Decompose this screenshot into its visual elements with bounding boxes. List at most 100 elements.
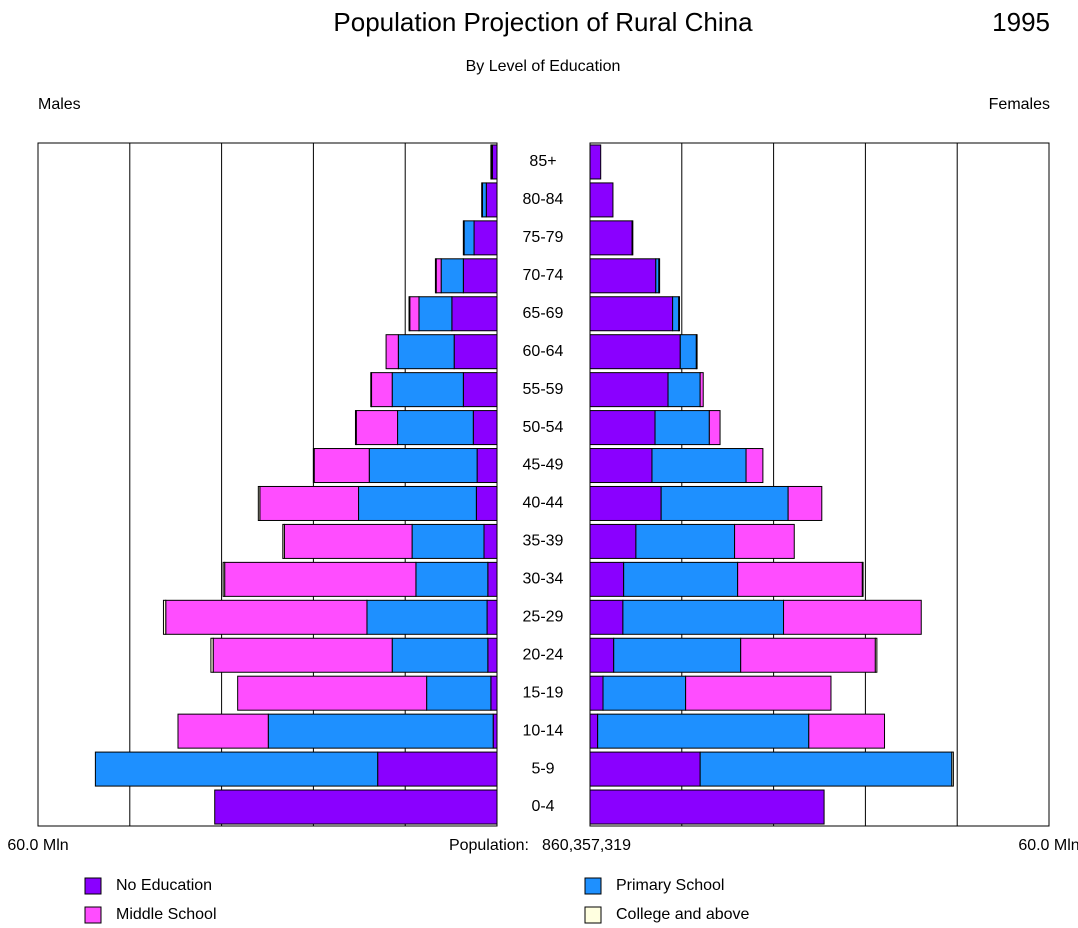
bar-segment [415, 561, 489, 597]
bar-segment [635, 523, 736, 559]
side-label: Females [989, 96, 1050, 113]
category-label: 50-54 [523, 419, 564, 436]
bar-segment [487, 561, 498, 597]
bar-segment [391, 372, 464, 408]
bar-segment [787, 485, 823, 521]
bar-segment [622, 599, 785, 635]
bar-segment [165, 599, 368, 635]
legend-swatch [584, 906, 602, 924]
bar-segment [267, 713, 494, 749]
bar-segment [808, 713, 886, 749]
category-label: 15-19 [523, 684, 564, 701]
bar-segment [355, 410, 399, 446]
bar-segment [613, 637, 742, 673]
plot-frame [589, 142, 1050, 827]
bar-segment [699, 372, 704, 408]
bar-segment [672, 296, 680, 332]
bar-segment [481, 182, 487, 218]
bar-segment [94, 751, 379, 787]
bar-segment [435, 258, 442, 294]
bar-segment [358, 485, 477, 521]
category-label: 45-49 [523, 457, 564, 474]
category-label: 70-74 [523, 267, 564, 284]
bar-segment [708, 410, 721, 446]
chart-title: Population Projection of Rural China [333, 7, 753, 37]
bar-segment [589, 258, 657, 294]
bar-segment [485, 182, 498, 218]
bar-segment [368, 448, 478, 484]
bar-segment [589, 220, 633, 256]
bar-segment [162, 599, 167, 635]
category-label: 85+ [529, 153, 556, 170]
bar-segment [745, 448, 764, 484]
bar-segment [476, 448, 498, 484]
bar-segment [397, 334, 455, 370]
category-label: 5-9 [531, 760, 554, 777]
bar-segment [490, 144, 493, 180]
legend-label: Primary School [616, 877, 724, 894]
x-tick-label: 60.0 Mln [7, 837, 68, 854]
bar-segment [472, 410, 498, 446]
legend-swatch [584, 877, 602, 895]
bar-segment [453, 334, 498, 370]
bar-segment [418, 296, 453, 332]
legend-label: Middle School [116, 906, 217, 923]
bar-segment [214, 789, 498, 825]
bar-segment [491, 144, 498, 180]
bar-segment [699, 751, 953, 787]
category-label: 55-59 [523, 381, 564, 398]
bar-segment [411, 523, 485, 559]
bar-segment [589, 561, 625, 597]
bar-segment [451, 296, 498, 332]
x-tick-label: 60.0 Mln [1018, 837, 1078, 854]
bar-segment [631, 220, 634, 256]
bar-segment [740, 637, 876, 673]
bar-segment [487, 637, 498, 673]
legend-swatch [84, 906, 102, 924]
bar-segment [177, 713, 269, 749]
bar-segment [440, 258, 464, 294]
bar-segment [654, 410, 710, 446]
bar-segment [492, 713, 498, 749]
bar-segment [224, 561, 417, 597]
bar-segment [589, 296, 674, 332]
category-label: 10-14 [523, 722, 564, 739]
bar-segment [589, 789, 825, 825]
bar-segment [589, 713, 599, 749]
bar-segment [667, 372, 701, 408]
bar-segment [737, 561, 863, 597]
bar-segment [679, 334, 697, 370]
bar-segment [734, 523, 795, 559]
bar-segment [589, 485, 662, 521]
bar-segment [651, 448, 747, 484]
bar-segment [391, 637, 489, 673]
category-label: 30-34 [523, 571, 564, 588]
bar-segment [366, 599, 488, 635]
bar-segment [210, 637, 214, 673]
bar-segment [354, 410, 357, 446]
category-label: 20-24 [523, 646, 564, 663]
bar-segment [685, 675, 832, 711]
bar-segment [589, 637, 615, 673]
bar-segment [409, 296, 420, 332]
bar-segment [257, 485, 261, 521]
category-label: 35-39 [523, 533, 564, 550]
bar-segment [861, 561, 864, 597]
category-label: 80-84 [523, 191, 564, 208]
bar-segment [283, 523, 413, 559]
bar-segment [678, 296, 681, 332]
bar-segment [462, 220, 465, 256]
category-label: 0-4 [531, 798, 554, 815]
bar-segment [434, 258, 437, 294]
bar-segment [475, 485, 498, 521]
bar-segment [589, 372, 669, 408]
bar-segment [463, 220, 475, 256]
legend-label: No Education [116, 877, 212, 894]
bar-segment [222, 561, 226, 597]
bar-segment [658, 258, 661, 294]
bar-segment [313, 448, 370, 484]
population-label: Population: [449, 837, 529, 854]
bar-segment [473, 220, 498, 256]
year: 1995 [992, 7, 1050, 37]
